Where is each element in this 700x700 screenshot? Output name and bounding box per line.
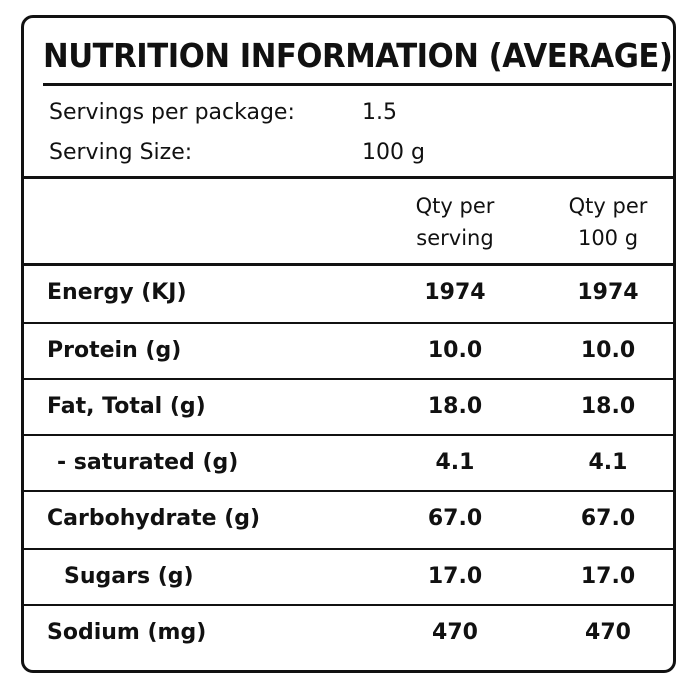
row-label: Protein (g): [47, 338, 182, 363]
row-value-per-100g: 1974: [577, 280, 639, 305]
row-divider: [24, 434, 673, 436]
table-row-energy: Energy (KJ) 1974 1974: [24, 266, 673, 322]
panel-title: NUTRITION INFORMATION (AVERAGE): [43, 36, 673, 75]
row-value-per-100g: 17.0: [580, 564, 636, 589]
row-label: Energy (KJ): [47, 280, 187, 305]
column-header-per-serving-line1: Qty per: [415, 194, 495, 218]
nutrition-panel: NUTRITION INFORMATION (AVERAGE) Servings…: [21, 15, 676, 673]
row-label: Fat, Total (g): [47, 394, 206, 419]
row-value-per-serving: 4.1: [435, 450, 475, 475]
table-row-sodium: Sodium (mg) 470 470: [24, 606, 673, 662]
row-value-per-100g: 4.1: [588, 450, 628, 475]
row-label: Carbohydrate (g): [47, 506, 261, 531]
header-divider: [24, 176, 673, 179]
row-label: Sodium (mg): [47, 620, 207, 645]
row-value-per-serving: 1974: [424, 280, 486, 305]
column-header-per-serving: Qty per serving: [390, 190, 520, 254]
column-header-per-100g: Qty per 100 g: [543, 190, 673, 254]
table-row-saturated: - saturated (g) 4.1 4.1: [24, 436, 673, 492]
row-value-per-100g: 67.0: [580, 506, 636, 531]
row-value-per-serving: 470: [432, 620, 478, 645]
row-label: - saturated (g): [57, 450, 239, 475]
row-value-per-100g: 10.0: [580, 338, 636, 363]
row-divider: [24, 378, 673, 380]
table-row-fat-total: Fat, Total (g) 18.0 18.0: [24, 380, 673, 436]
serving-size-value: 100 g: [362, 140, 425, 165]
column-header-per-100g-line1: Qty per: [568, 194, 648, 218]
servings-per-package-label: Servings per package:: [49, 100, 295, 125]
row-value-per-serving: 67.0: [427, 506, 483, 531]
servings-per-package-value: 1.5: [362, 100, 397, 125]
row-divider: [24, 322, 673, 324]
row-divider: [24, 604, 673, 606]
table-row-carbohydrate: Carbohydrate (g) 67.0 67.0: [24, 492, 673, 548]
serving-size-label: Serving Size:: [49, 140, 193, 165]
row-value-per-100g: 470: [585, 620, 631, 645]
title-divider: [43, 83, 672, 86]
row-value-per-serving: 18.0: [427, 394, 483, 419]
row-value-per-serving: 10.0: [427, 338, 483, 363]
row-value-per-serving: 17.0: [427, 564, 483, 589]
row-label: Sugars (g): [64, 564, 194, 589]
column-header-per-100g-line2: 100 g: [577, 226, 639, 250]
row-value-per-100g: 18.0: [580, 394, 636, 419]
column-header-per-serving-line2: serving: [416, 226, 494, 250]
row-divider: [24, 490, 673, 492]
table-row-protein: Protein (g) 10.0 10.0: [24, 324, 673, 380]
column-header-divider: [24, 263, 673, 266]
row-divider: [24, 548, 673, 550]
table-row-sugars: Sugars (g) 17.0 17.0: [24, 550, 673, 606]
